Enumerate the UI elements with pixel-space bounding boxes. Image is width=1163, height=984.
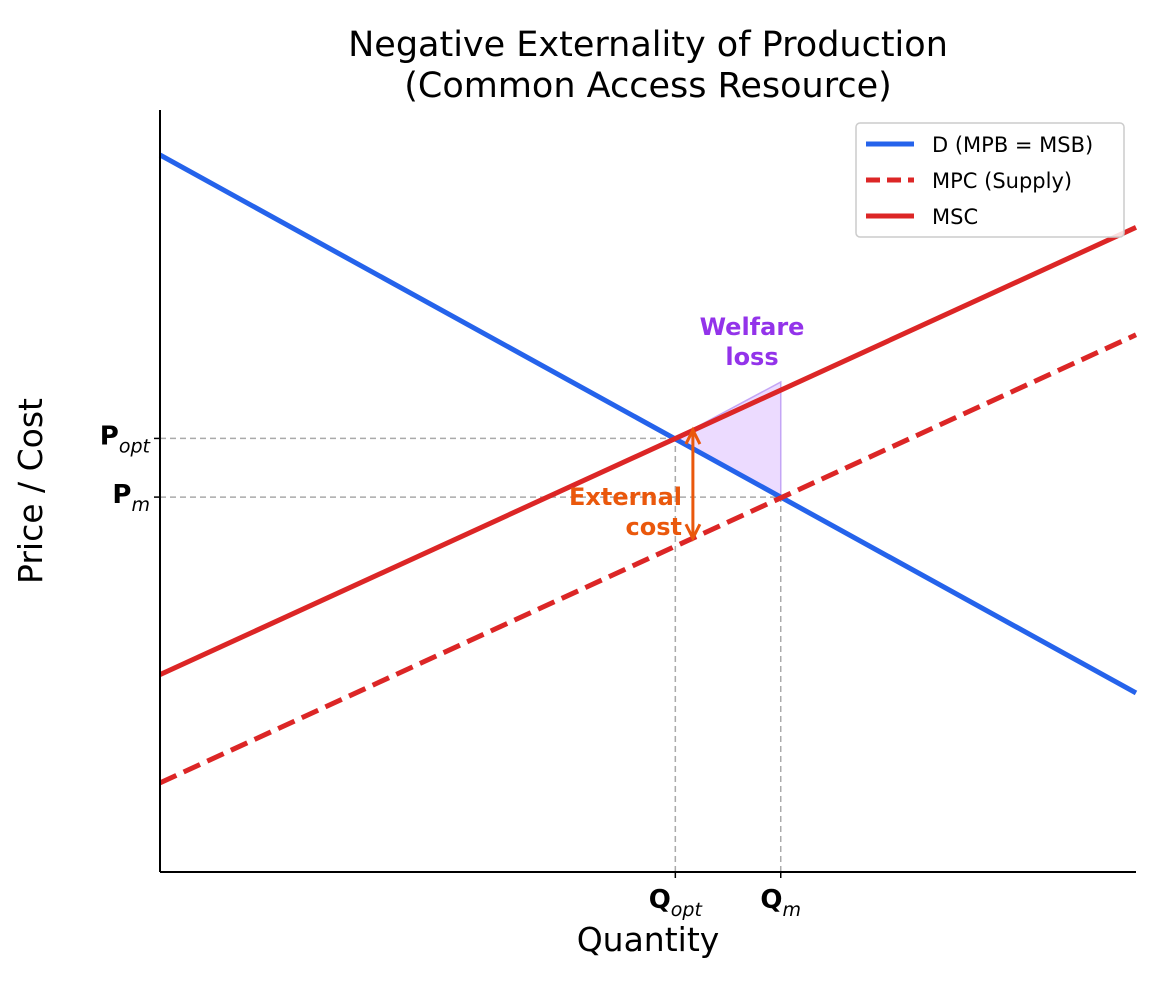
series-line-mpc-supply	[158, 332, 1138, 786]
legend-label: MSC	[932, 205, 978, 229]
legend-label: D (MPB = MSB)	[932, 133, 1093, 157]
y-tick-label: Pm	[112, 480, 150, 516]
legend: D (MPB = MSB) MPC (Supply) MSC	[855, 122, 1125, 238]
legend-box	[855, 122, 1125, 238]
y-axis-label: Price / Cost	[11, 398, 50, 584]
legend-label: MPC (Supply)	[932, 169, 1072, 193]
arrow-head-down-icon	[684, 523, 702, 542]
x-axis-label: Quantity	[577, 920, 720, 959]
chart-title-line2: (Common Access Resource)	[404, 66, 892, 106]
external-cost-label: External	[569, 483, 682, 511]
chart-title-line1: Negative Externality of Production	[348, 25, 948, 65]
x-tick-label: Qopt	[649, 885, 704, 921]
welfare-loss-label: Welfare	[700, 313, 805, 341]
x-tick-label: Qm	[760, 885, 801, 921]
y-tick-label: Popt	[100, 421, 152, 457]
external-cost-label: cost	[626, 513, 682, 541]
series-line-d-mpb-msb	[158, 152, 1138, 696]
welfare-loss-label: loss	[725, 343, 778, 371]
arrow-head-up-icon	[684, 426, 702, 445]
series-line-msc	[158, 225, 1138, 677]
